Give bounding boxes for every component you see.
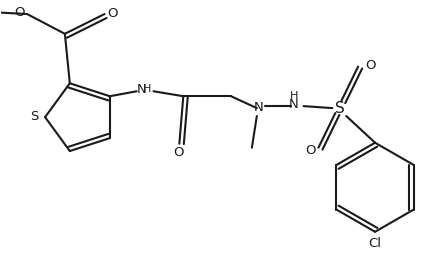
Text: S: S <box>30 110 38 123</box>
Text: O: O <box>107 7 118 20</box>
Text: N: N <box>288 98 298 111</box>
Text: O: O <box>173 146 183 159</box>
Text: O: O <box>14 6 24 19</box>
Text: H: H <box>289 91 297 101</box>
Text: H: H <box>142 84 150 94</box>
Text: N: N <box>253 101 263 114</box>
Text: N: N <box>136 83 146 96</box>
Text: Cl: Cl <box>368 237 381 250</box>
Text: O: O <box>364 59 374 72</box>
Text: S: S <box>335 101 344 116</box>
Text: O: O <box>305 144 315 157</box>
